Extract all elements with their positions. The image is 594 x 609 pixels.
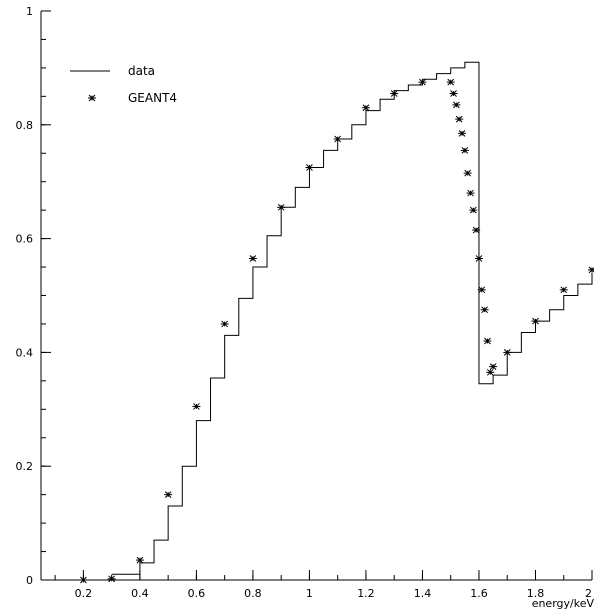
geant4-point [277, 203, 286, 211]
geant4-point [466, 189, 475, 197]
geant4-point [531, 317, 540, 325]
legend-label-data: data [128, 64, 155, 78]
x-axis-label: energy/keV [532, 597, 594, 609]
geant4-point [418, 78, 427, 86]
geant4-point [248, 255, 257, 262]
geant4-point [480, 306, 489, 314]
geant4-point [486, 368, 495, 376]
x-tick-label: 1 [306, 587, 313, 600]
x-tick-label: 0.2 [75, 587, 93, 600]
geant4-point [469, 206, 478, 214]
geant4-point [446, 78, 455, 86]
geant4-point [390, 90, 399, 97]
x-tick-label: 0.4 [131, 587, 149, 600]
y-tick-label: 1 [26, 5, 33, 18]
x-tick-label: 1.2 [357, 587, 375, 600]
geant4-point [79, 576, 88, 584]
x-tick-label: 0.8 [244, 587, 262, 600]
geant4-point [135, 556, 144, 564]
geant4-point [107, 575, 116, 583]
geant4-point [503, 349, 512, 356]
y-tick-label: 0.4 [16, 346, 34, 359]
y-tick-label: 0.8 [16, 119, 34, 132]
geant4-point [477, 286, 486, 294]
geant4-point [361, 104, 370, 112]
x-tick-label: 1.4 [414, 587, 432, 600]
chart-legend: data GEANT4 [70, 64, 177, 105]
x-tick-label: 1.8 [527, 587, 545, 600]
geant4-point [588, 266, 594, 274]
y-tick-label: 0 [26, 574, 33, 587]
series-line-data [111, 61, 593, 575]
geant4-point [452, 101, 461, 109]
x-tick-label: 0.6 [188, 587, 206, 600]
geant4-point [483, 337, 492, 345]
geant4-point [192, 403, 201, 410]
geant4-point [458, 129, 467, 137]
geant4-point [333, 135, 342, 143]
geant4-point [449, 90, 458, 97]
geant4-point [455, 115, 464, 123]
x-tick-label: 2 [585, 587, 592, 600]
geant4-point [164, 491, 173, 499]
geant4-point [463, 169, 472, 177]
geant4-point [559, 286, 568, 294]
legend-label-geant4: GEANT4 [128, 91, 177, 105]
geant4-point [460, 147, 469, 154]
geant4-point [472, 226, 481, 234]
geant4-point [474, 255, 483, 262]
geant4-point [305, 164, 314, 171]
y-tick-label: 0.2 [16, 460, 34, 473]
x-tick-label: 1.6 [470, 587, 488, 600]
geant4-point [489, 363, 498, 370]
y-tick-label: 0.6 [16, 233, 34, 246]
chart-series [79, 61, 594, 584]
legend-marker-swatch [88, 94, 96, 102]
geant4-point [220, 320, 229, 328]
chart-axes: 0.2 0.4 0.6 0.8 1 1.2 1.4 1.6 1.8 2 0 0.2 0.4 0.6 0.8 1 [16, 5, 593, 600]
